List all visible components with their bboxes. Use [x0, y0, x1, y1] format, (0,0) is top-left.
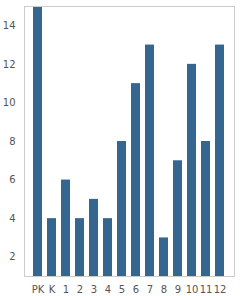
svg-text:8: 8 — [161, 284, 167, 295]
svg-text:2: 2 — [77, 284, 83, 295]
svg-text:PK: PK — [32, 284, 45, 295]
svg-text:11: 11 — [200, 284, 213, 295]
svg-text:14: 14 — [3, 20, 16, 31]
svg-text:10: 10 — [186, 284, 199, 295]
svg-text:4: 4 — [105, 284, 111, 295]
svg-text:4: 4 — [9, 213, 15, 224]
svg-text:3: 3 — [91, 284, 97, 295]
svg-text:12: 12 — [3, 59, 16, 70]
svg-text:10: 10 — [3, 97, 16, 108]
svg-text:7: 7 — [147, 284, 153, 295]
svg-text:8: 8 — [9, 136, 15, 147]
svg-text:2: 2 — [9, 251, 15, 262]
svg-text:K: K — [49, 284, 56, 295]
svg-text:1: 1 — [63, 284, 69, 295]
svg-text:6: 6 — [9, 174, 15, 185]
svg-text:12: 12 — [214, 284, 227, 295]
svg-text:5: 5 — [119, 284, 125, 295]
svg-text:9: 9 — [175, 284, 181, 295]
svg-text:6: 6 — [133, 284, 139, 295]
